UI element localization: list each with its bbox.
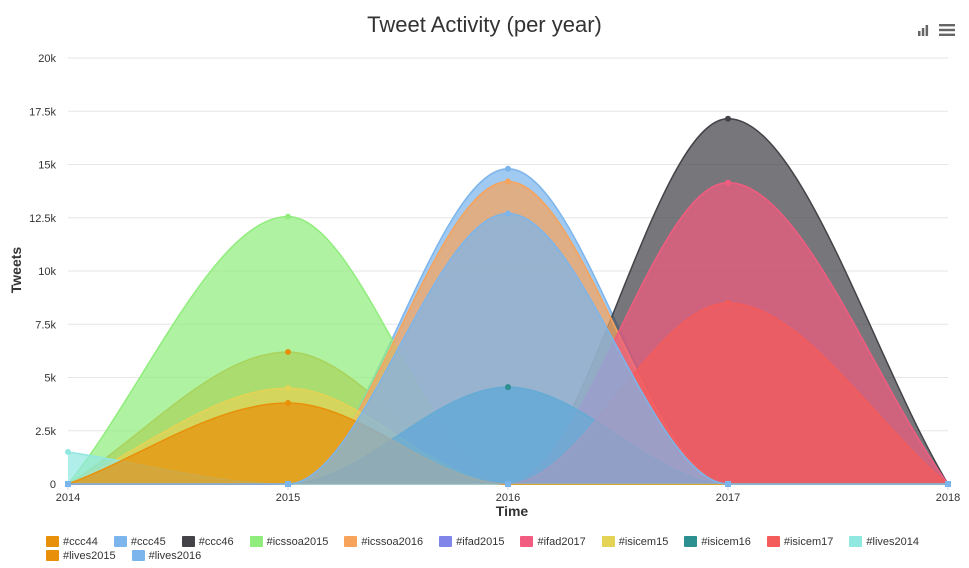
- y-tick-label: 12.5k: [29, 213, 56, 225]
- y-tick-label: 17.5k: [29, 106, 56, 118]
- series-area-lives2015: [68, 403, 948, 484]
- data-point-lives2014: [65, 449, 71, 456]
- data-point-isicem15: [285, 385, 291, 392]
- series-area-isicem17: [68, 302, 948, 484]
- legend-item-isicem15[interactable]: #isicem15: [601, 535, 669, 548]
- legend-label: #icssoa2015: [266, 535, 329, 548]
- legend-label: #ccc46: [198, 535, 234, 548]
- legend-label: #lives2014: [866, 535, 919, 548]
- legend-label: #icssoa2016: [361, 535, 424, 548]
- baseline-marker: [65, 481, 71, 487]
- x-tick-label: 2015: [276, 492, 300, 504]
- legend-swatch: [46, 550, 59, 561]
- y-tick-label: 15k: [38, 160, 56, 172]
- y-tick-label: 7.5k: [35, 319, 56, 331]
- y-tick-label: 5k: [44, 373, 56, 385]
- data-point-lives2016: [505, 210, 511, 217]
- legend-swatch: [131, 550, 145, 561]
- legend-item-icssoa2016[interactable]: #icssoa2016: [344, 535, 423, 548]
- y-tick-label: 2.5k: [35, 426, 56, 438]
- baseline-marker: [725, 481, 731, 487]
- chart-legend: #ccc44 #ccc45 #ccc46 #icssoa2015 #icssoa2016…: [46, 535, 946, 562]
- legend-item-lives2015[interactable]: #lives2015: [46, 549, 116, 562]
- legend-swatch: [766, 536, 780, 547]
- chart-toolbar: [917, 24, 955, 36]
- legend-label: #ccc45: [130, 535, 166, 548]
- legend-item-lives2014[interactable]: #lives2014: [849, 535, 919, 548]
- legend-label: #ifad2015: [456, 535, 505, 548]
- y-tick-label: 0: [50, 479, 56, 491]
- legend-label: #ccc44: [63, 535, 98, 548]
- legend-swatch: [439, 536, 453, 547]
- data-point-icssoa2016: [505, 178, 511, 185]
- legend-item-icssoa2015[interactable]: #icssoa2015: [249, 535, 329, 548]
- legend-swatch: [849, 536, 863, 547]
- menu-icon[interactable]: [939, 24, 955, 36]
- data-point-ifad2017: [725, 179, 731, 186]
- data-point-ccc45: [505, 165, 511, 172]
- legend-swatch: [181, 536, 195, 547]
- x-axis-label: Time: [495, 503, 529, 519]
- x-tick-label: 2016: [496, 492, 520, 504]
- baseline-marker: [945, 481, 951, 487]
- legend-item-ccc45[interactable]: #ccc45: [113, 535, 166, 548]
- legend-swatch: [601, 536, 615, 547]
- legend-item-ccc46[interactable]: #ccc46: [181, 535, 234, 548]
- legend-label: #isicem16: [701, 535, 751, 548]
- legend-swatch: [344, 536, 358, 547]
- legend-swatch: [113, 536, 127, 547]
- data-point-ccc46: [725, 115, 731, 122]
- data-point-ccc44: [285, 348, 291, 355]
- y-tick-label: 10k: [38, 266, 56, 278]
- legend-swatch: [249, 536, 263, 547]
- series-area-lives2016: [68, 213, 948, 485]
- baseline-marker: [285, 481, 291, 487]
- legend-label: #lives2016: [148, 549, 202, 562]
- data-point-isicem16: [505, 384, 511, 391]
- legend-item-lives2016[interactable]: #lives2016: [131, 549, 202, 562]
- data-point-icssoa2015: [285, 213, 291, 220]
- legend-item-isicem16[interactable]: #isicem16: [684, 535, 751, 548]
- legend-item-ccc44[interactable]: #ccc44: [46, 535, 98, 548]
- legend-item-isicem17[interactable]: #isicem17: [766, 535, 834, 548]
- x-tick-label: 2018: [936, 492, 960, 504]
- data-point-lives2015: [285, 400, 291, 407]
- legend-swatch: [46, 536, 59, 547]
- bar-chart-icon[interactable]: [917, 24, 929, 36]
- x-tick-label: 2014: [56, 492, 80, 504]
- legend-item-ifad2015[interactable]: #ifad2015: [439, 535, 504, 548]
- x-tick-label: 2017: [716, 492, 740, 504]
- data-point-isicem17: [725, 299, 731, 306]
- chart-title: Tweet Activity (per year): [367, 12, 602, 37]
- legend-item-ifad2017[interactable]: #ifad2017: [520, 535, 586, 548]
- legend-swatch: [520, 536, 534, 547]
- legend-swatch: [684, 536, 698, 547]
- y-tick-label: 20k: [38, 53, 56, 65]
- legend-label: #lives2015: [63, 549, 116, 562]
- legend-label: #isicem17: [783, 535, 834, 548]
- y-axis-label: Tweets: [8, 246, 24, 294]
- legend-label: #ifad2017: [537, 535, 586, 548]
- legend-label: #isicem15: [618, 535, 669, 548]
- baseline-marker: [505, 481, 511, 487]
